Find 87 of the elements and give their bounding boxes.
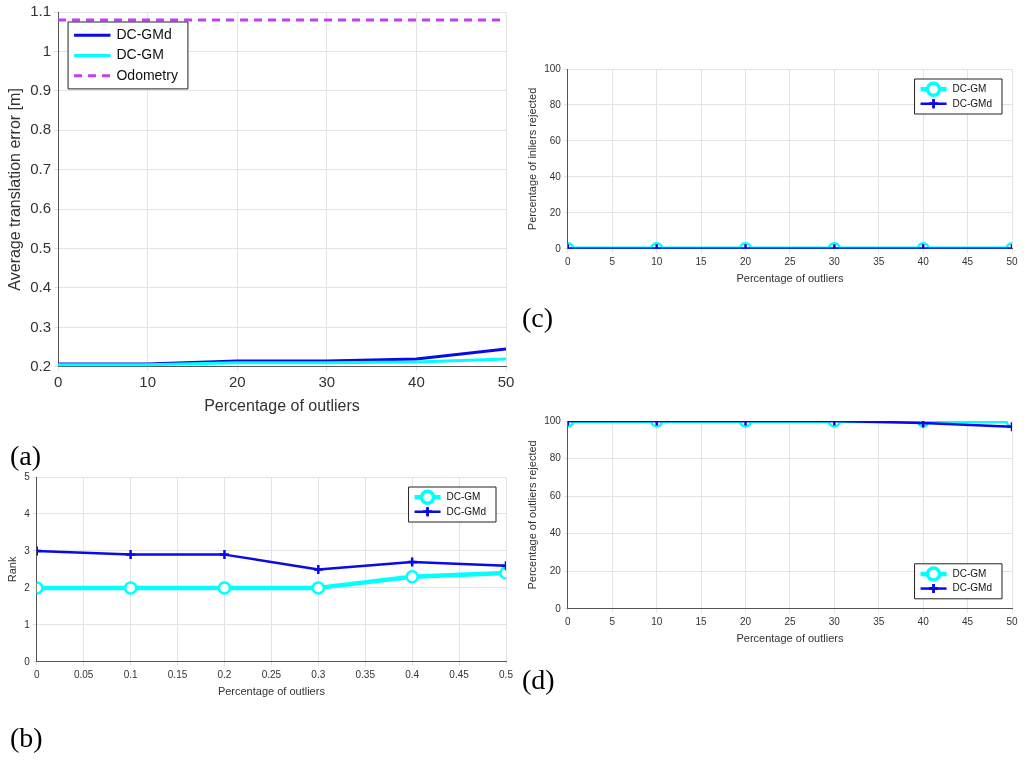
y-tick-label: 4	[24, 507, 31, 519]
y-tick-label: 2	[24, 581, 31, 593]
x-tick-label: 0.25	[261, 668, 282, 680]
legend-label: DC-GM	[952, 83, 987, 94]
y-tick-label: 0.6	[30, 199, 52, 217]
x-tick-label: 45	[962, 615, 974, 627]
x-tick-label: 0.45	[449, 668, 470, 680]
legend-label: DC-GMd	[116, 26, 172, 43]
y-tick-label: 20	[549, 206, 562, 218]
y-tick-label: 0	[24, 655, 31, 667]
x-tick-label: 10	[651, 615, 663, 627]
x-axis-title: Percentage of outliers	[204, 396, 360, 414]
x-tick-label: 0.35	[355, 668, 376, 680]
legend-label: DC-GMd	[952, 97, 993, 109]
y-tick-label: 0.9	[30, 80, 52, 98]
x-tick-label: 50	[1006, 615, 1018, 627]
x-tick-label: 0.1	[123, 668, 138, 680]
y-axis-title: Percentage of outliers rejected	[525, 440, 538, 590]
x-tick-label: 0	[53, 372, 63, 390]
y-tick-label: 0	[555, 602, 562, 614]
x-tick-label: 25	[784, 615, 796, 627]
x-tick-label: 30	[318, 372, 336, 390]
x-tick-label: 0.05	[73, 668, 94, 680]
x-tick-label: 50	[497, 372, 515, 390]
y-tick-label: 40	[549, 170, 562, 182]
text: (a)	[10, 440, 42, 472]
x-tick-label: 40	[917, 255, 930, 267]
y-tick-label: 20	[549, 564, 562, 576]
y-tick-label: 5	[24, 470, 31, 482]
y-tick-label: 60	[549, 489, 562, 501]
y-tick-label: 100	[544, 62, 562, 74]
x-axis-title: Percentage of outliers	[217, 685, 326, 698]
y-tick-label: 0.8	[30, 120, 52, 138]
x-tick-label: 0	[565, 255, 572, 267]
y-axis-title: Average translation error [m]	[6, 88, 24, 291]
x-tick-label: 30	[828, 255, 841, 267]
y-tick-label: 1	[42, 41, 52, 59]
x-tick-label: 0.15	[167, 668, 188, 680]
text: (c)	[522, 302, 554, 334]
y-tick-label: 3	[24, 544, 31, 556]
x-tick-label: 35	[873, 615, 885, 627]
x-tick-label: 0.5	[499, 668, 514, 680]
x-tick-label: 40	[917, 615, 930, 627]
x-tick-label: 45	[962, 255, 974, 267]
x-tick-label: 20	[739, 615, 752, 627]
legend-label: DC-GM	[116, 46, 164, 63]
text: (b)	[10, 722, 43, 754]
y-axis-title: Percentage of inliers rejected	[525, 87, 538, 231]
x-tick-label: 50	[1006, 255, 1018, 267]
y-tick-label: 0.7	[30, 159, 52, 177]
y-tick-label: 80	[549, 452, 562, 464]
legend-label: DC-GM	[446, 491, 481, 502]
x-axis-title: Percentage of outliers	[736, 272, 844, 285]
y-tick-label: 60	[549, 134, 562, 146]
x-tick-label: 0.3	[311, 668, 326, 680]
x-tick-label: 0	[565, 615, 572, 627]
y-tick-label: 0.2	[30, 356, 52, 374]
y-tick-label: 100	[544, 414, 562, 426]
x-tick-label: 15	[695, 615, 708, 627]
legend-label: DC-GM	[952, 567, 987, 579]
legend-label: DC-GMd	[446, 505, 487, 517]
x-axis-title: Percentage of outliers	[736, 632, 844, 645]
x-tick-label: 0.2	[217, 668, 232, 680]
y-tick-label: 0.4	[30, 278, 52, 296]
y-tick-label: 1	[24, 618, 31, 630]
x-tick-label: 20	[739, 255, 752, 267]
x-tick-label: 10	[651, 255, 663, 267]
y-tick-label: 1.1	[30, 2, 52, 20]
x-tick-label: 20	[228, 372, 246, 390]
y-tick-label: 80	[549, 98, 562, 110]
x-tick-label: 25	[784, 255, 796, 267]
y-tick-label: 0.3	[30, 317, 52, 335]
x-tick-label: 30	[828, 615, 841, 627]
x-tick-label: 5	[609, 255, 616, 267]
x-tick-label: 10	[139, 372, 156, 390]
y-tick-label: 0	[555, 242, 562, 254]
y-tick-label: 0.5	[30, 238, 52, 256]
x-tick-label: 15	[695, 255, 708, 267]
y-tick-label: 40	[549, 527, 562, 539]
y-axis-title: Rank	[5, 556, 18, 583]
legend-label: Odometry	[116, 66, 178, 83]
text: (d)	[522, 664, 555, 696]
x-tick-label: 0.4	[405, 668, 420, 680]
x-tick-label: 5	[609, 615, 616, 627]
x-tick-label: 40	[408, 372, 425, 390]
x-tick-label: 35	[873, 255, 885, 267]
legend-label: DC-GMd	[952, 582, 993, 594]
